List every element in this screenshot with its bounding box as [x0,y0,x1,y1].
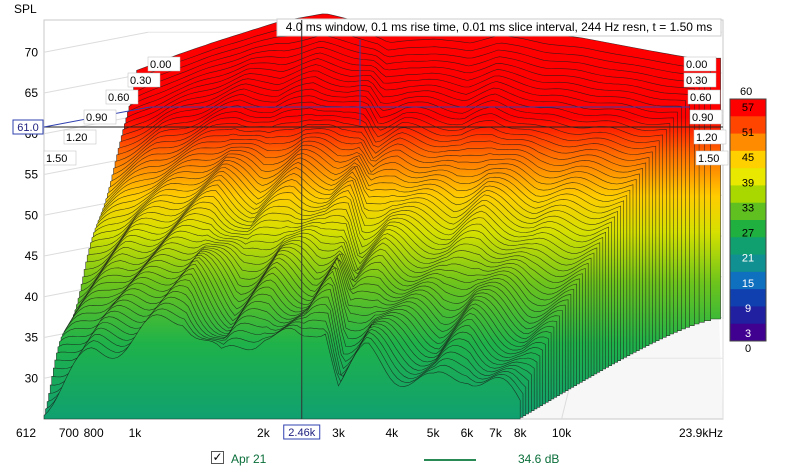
time-label: 0.90 [86,112,107,124]
colorbar-band [730,254,766,273]
x-tick-label: 612 [16,426,36,440]
time-label-box [689,109,723,125]
colorbar-band [730,220,766,238]
x-tick-label: 3k [332,426,346,440]
colorbar-band [730,323,766,342]
y-tick-label: 35 [25,331,39,345]
waterfall-chart: 3035404550556065706127008001k2k3k4k5k6k7… [12,2,767,440]
colorbar-bottom-label: 0 [745,343,751,355]
legend: ✓ Apr 21 34.6 dB [0,448,800,472]
waterfall-slices [43,13,721,420]
time-label-box [105,89,139,105]
colorbar-tick-label: 3 [745,328,751,340]
x-tick-label: 8k [514,426,528,440]
colorbar-band [730,185,766,204]
colorbar-tick-label: 33 [742,202,754,214]
colorbar-tick-label: 45 [742,152,754,164]
y-tick-label: 45 [25,249,39,263]
colorbar-band [730,116,766,135]
colorbar-band [730,289,766,307]
time-label: 1.20 [66,132,87,144]
waterfall-slice [43,314,521,420]
y-tick-label: 70 [25,45,39,59]
time-label: 0.00 [686,59,707,71]
time-label-box [687,89,721,105]
colorbar-band [730,168,766,186]
time-label-box [683,72,717,88]
x-tick-label: 6k [461,426,475,440]
y-tick-label: 55 [25,168,39,182]
colorbar-band [730,237,766,256]
time-label: 0.60 [690,92,711,104]
time-label: 1.50 [46,153,67,165]
colorbar-tick-label: 39 [742,177,754,189]
grid-y-line [43,31,149,53]
colorbar-frame [729,98,767,342]
time-label-box [695,150,729,166]
time-label: 0.90 [692,112,713,124]
x-tick-label: 4k [385,426,399,440]
colorbar-band [730,271,766,290]
x-tick-label: 7k [489,426,503,440]
x-tick-label: 700 [59,426,79,440]
legend-line-swatch [424,459,476,461]
legend-value: 34.6 dB [518,452,560,466]
colorbar-band [730,99,766,117]
time-label: 0.00 [150,59,171,71]
cursor-level-box [12,119,44,135]
colorbar-band [730,150,766,169]
time-label-box [63,129,97,145]
colorbar-band [730,202,766,221]
time-label: 0.60 [108,92,129,104]
x-tick-label: 2k [257,426,271,440]
title-box [276,18,722,37]
colorbar-band [730,306,766,325]
colorbar-top-label: 60 [740,86,752,98]
time-label-box [683,56,717,72]
x-tick-label: 5k [427,426,441,440]
x-tick-label: 1k [129,426,143,440]
cursor-level-readout: 61.0 [17,122,38,134]
cursor-frequency-readout: 2.46k [288,427,315,439]
colorbar-tick-label: 57 [742,102,754,114]
colorbar-tick-label: 15 [742,278,754,290]
colorbar: 60 0 57 51 45 39 33 27 21 15 9 3 [729,86,767,355]
colorbar-band [730,133,766,152]
chart-title: 4.0 ms window, 0.1 ms rise time, 0.01 ms… [286,20,713,34]
x-tick-label: 800 [84,426,104,440]
y-tick-label: 40 [25,290,39,304]
time-label: 1.20 [696,132,717,144]
y-axis-label: SPL [14,2,37,16]
time-label-box [43,150,77,166]
colorbar-tick-label: 51 [742,127,754,139]
time-label-box [127,72,161,88]
legend-series-name: Apr 21 [231,452,267,466]
colorbar-tick-label: 9 [745,303,751,315]
colorbar-tick-label: 21 [742,253,754,265]
x-tick-label: 23.9kHz [679,426,723,440]
time-label: 1.50 [698,153,719,165]
cursor-frequency-box [283,424,321,440]
x-tick-label: 10k [552,426,572,440]
y-tick-label: 50 [25,208,39,222]
chart-axes: 3035404550556065706127008001k2k3k4k5k6k7… [12,18,729,440]
legend-checkbox[interactable]: ✓ [211,450,224,464]
time-label-box [147,56,181,72]
colorbar-tick-label: 27 [742,228,754,240]
time-label: 0.30 [130,75,151,87]
y-tick-label: 65 [25,86,39,100]
time-label: 0.30 [686,75,707,87]
time-label-box [693,129,727,145]
time-label-box [83,109,117,125]
y-tick-label: 30 [25,371,39,385]
